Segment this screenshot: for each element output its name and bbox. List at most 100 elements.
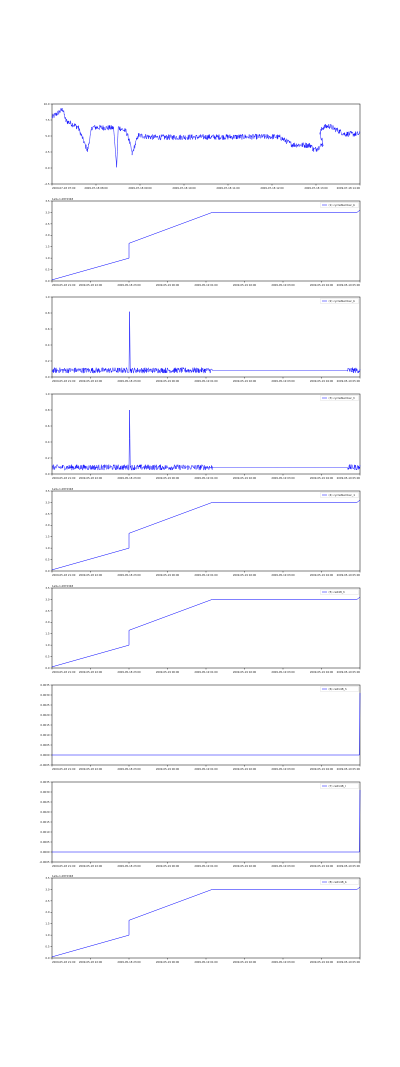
y-tick-label: 0.0 [45, 166, 49, 170]
y-tick-label: 2.5 [45, 222, 49, 226]
y-tick-label: 7.5 [45, 118, 49, 122]
x-tick-label: 2009-05-19 03:00 [271, 864, 295, 868]
legend-box [320, 686, 359, 692]
x-tick-label: 2009-05-19 02:00 [233, 476, 257, 480]
y-tick-label: 0.0005 [40, 743, 49, 747]
y-tick-label: 1.5 [45, 632, 49, 636]
y-tick-label: 0.6 [45, 424, 49, 428]
x-tick-label: 2009-05-19 04:00 [310, 670, 334, 674]
plot-frame [51, 200, 361, 282]
legend-label: (4) cycleNumber_1 [329, 493, 356, 497]
series-line-1 [51, 409, 361, 471]
x-tick-label: 2009-07-18 14:00 [337, 186, 361, 190]
y-tick-label: 3.5 [45, 489, 49, 493]
chart-panel-8: 0.0035 0.0030 0.0025 0.0020 0.0015 0.0010 0.00… [39, 780, 361, 868]
x-tick-label: 2009-05-19 00:00 [156, 960, 180, 964]
x-tick-label: 2009-05-18 23:00 [117, 573, 141, 577]
x-tick-label: 2009-05-19 04:00 [310, 767, 334, 771]
y-tick-label: 0.5 [45, 944, 49, 948]
axis-offset-label: 1e9+1.2872348 [52, 874, 73, 878]
legend: (6) cell148_h [320, 686, 359, 692]
x-tick-label: 2009-05-18 22:00 [79, 379, 103, 383]
x-tick-label: 2009-05-19 01:00 [194, 476, 218, 480]
legend: (4) cycleNumber_1 [320, 492, 359, 498]
y-tick-label: 2.5 [45, 512, 49, 516]
y-tick-label: 0.0035 [40, 683, 49, 687]
y-tick-label: 10.0 [44, 102, 50, 106]
plot-frame [51, 587, 361, 669]
y-tick-label: 2.5 [45, 609, 49, 613]
x-tick-label: 2009-05-19 01:00 [194, 960, 218, 964]
x-tick-label: 2009-05-19 02:00 [233, 379, 257, 383]
y-tick-label: 0.0020 [40, 713, 49, 717]
x-tick-label: 2009-05-19 05:00 [337, 670, 361, 674]
series-line-1 [51, 108, 361, 168]
x-tick-label: 2009-05-18 22:00 [79, 476, 103, 480]
y-tick-label: 0.0030 [40, 693, 49, 697]
plot-frame [51, 296, 361, 378]
y-tick-label: 1.5 [45, 245, 49, 249]
y-tick-label: 3.0 [45, 500, 49, 504]
legend-box [320, 879, 359, 885]
y-tick-label: 0.0010 [40, 830, 49, 834]
y-tick-label: 0.0 [45, 375, 49, 379]
x-tick-label: 2009-05-18 21:00 [52, 670, 76, 674]
y-tick-label: 1.0 [45, 295, 49, 299]
x-tick-label: 2009-05-18 23:00 [117, 379, 141, 383]
series-line-1 [51, 311, 361, 374]
x-tick-label: 2009-07-18 10:00 [172, 186, 196, 190]
y-tick-label: 1.5 [45, 535, 49, 539]
y-tick-label: 1.0 [45, 546, 49, 550]
plot-frame [51, 490, 361, 572]
x-tick-label: 2009-07-18 13:00 [304, 186, 328, 190]
x-tick-label: 2009-05-19 04:00 [310, 960, 334, 964]
y-tick-label: 5.0 [45, 134, 49, 138]
y-tick-label: 0.0000 [40, 753, 49, 757]
y-tick-label: 0.5 [45, 267, 49, 271]
y-tick-label: 2.0 [45, 620, 49, 624]
y-tick-label: 2.5 [45, 150, 49, 154]
y-tick-label: 0.0 [45, 472, 49, 476]
y-tick-label: 0.5 [45, 557, 49, 561]
y-tick-label: 0.8 [45, 408, 49, 412]
y-tick-label: 0.2 [45, 359, 49, 363]
y-tick-label: 3.5 [45, 199, 49, 203]
x-tick-label: 2009-05-18 23:00 [117, 960, 141, 964]
x-tick-label: 2009-05-18 21:00 [52, 379, 76, 383]
y-tick-label: 0.2 [45, 456, 49, 460]
y-tick-label: -0.0005 [39, 763, 49, 767]
x-tick-label: 2009-05-19 02:00 [233, 767, 257, 771]
x-tick-label: 2009-05-18 22:00 [79, 283, 103, 287]
series-line-1 [52, 789, 361, 853]
plot-frame [51, 684, 361, 766]
y-tick-label: 2.0 [45, 233, 49, 237]
x-tick-label: 2009-05-19 00:00 [156, 379, 180, 383]
y-tick-label: 0.6 [45, 327, 49, 331]
x-tick-label: 2009-05-19 00:00 [156, 476, 180, 480]
x-tick-label: 2009-05-18 22:00 [79, 864, 103, 868]
series-line-1 [51, 886, 361, 958]
legend: (3) cycleNumber_h [320, 395, 359, 401]
x-tick-label: 2009-05-18 21:00 [52, 864, 76, 868]
legend-label: (5) cell48_h [329, 590, 346, 594]
series-line-1 [52, 692, 361, 756]
y-tick-label: 2.5 [45, 899, 49, 903]
x-tick-label: 2009-05-19 05:00 [337, 767, 361, 771]
x-tick-label: 2009-05-18 23:00 [117, 283, 141, 287]
plot-frame [51, 393, 361, 475]
x-tick-label: 2009-05-18 22:00 [79, 767, 103, 771]
legend-label: (1) cycleNumber_b [329, 203, 356, 207]
x-tick-label: 2009-05-19 00:00 [156, 767, 180, 771]
y-tick-label: 0.0 [45, 956, 49, 960]
x-tick-label: 2009-05-18 22:00 [79, 960, 103, 964]
x-tick-label: 2009-05-18 23:00 [117, 767, 141, 771]
y-tick-label: 0.4 [45, 440, 49, 444]
plot-frame [51, 781, 361, 863]
x-tick-label: 2009-05-19 05:00 [337, 379, 361, 383]
y-tick-label: 2.0 [45, 910, 49, 914]
x-tick-label: 2009-05-19 05:00 [337, 283, 361, 287]
